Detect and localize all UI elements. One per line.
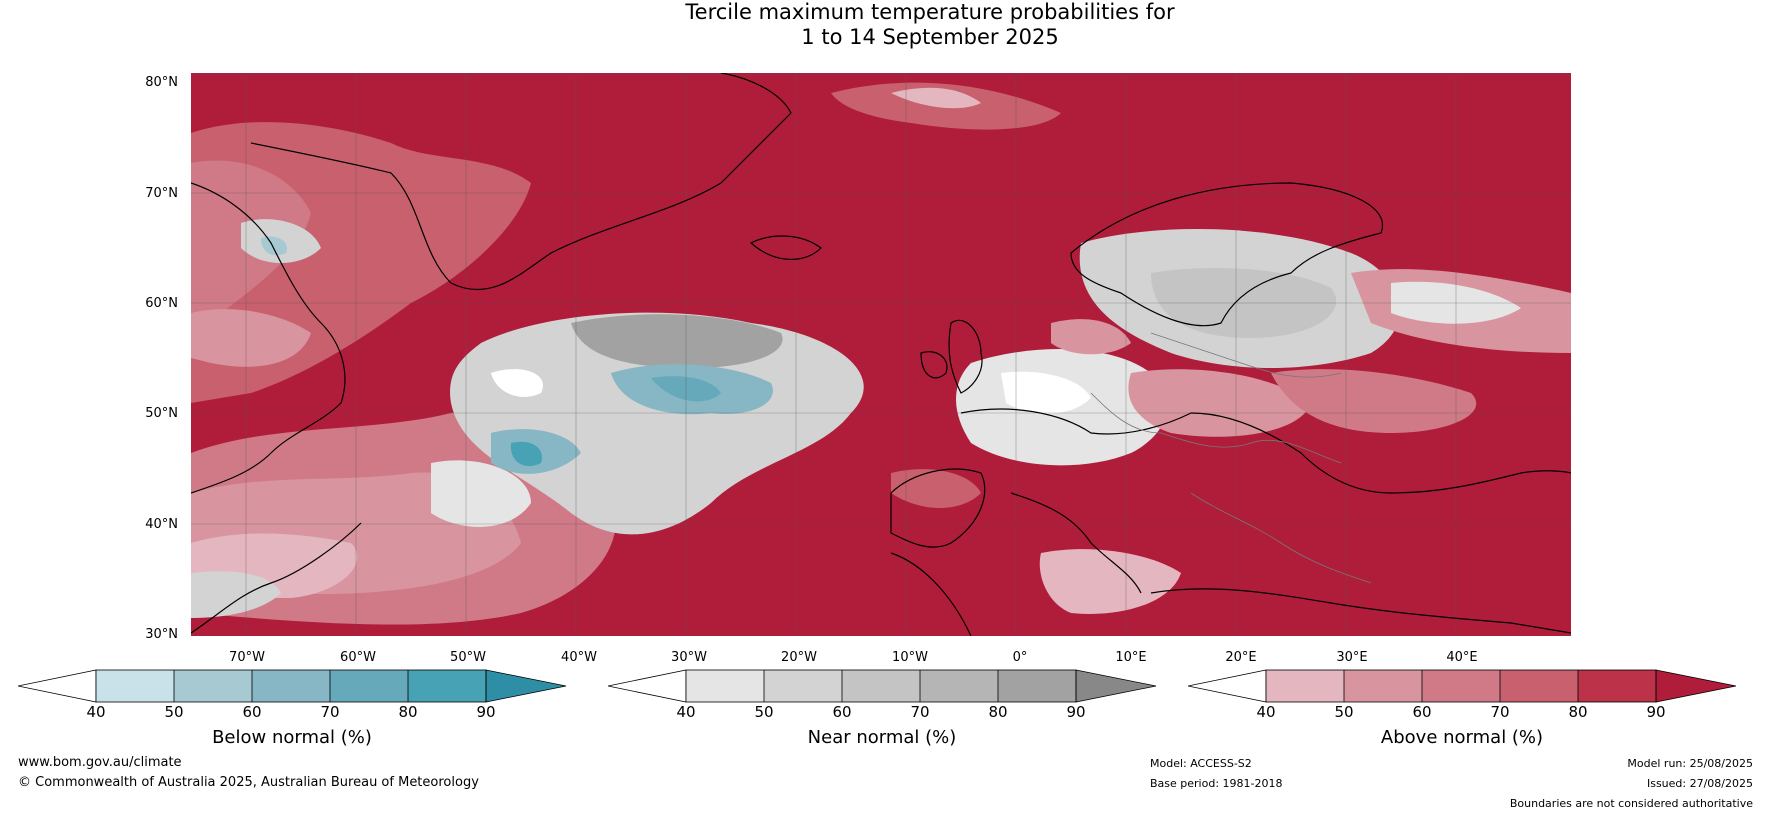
above-tick-40: 40 [1256,703,1276,721]
model-run: Model run: 25/08/2025 [1627,757,1753,770]
near-normal-label: Near normal (%) [807,727,957,748]
near-tick-50: 50 [754,703,774,721]
lon-label-60w: 60°W [340,650,376,665]
map-svg [191,73,1571,636]
lat-label-70: 70°N [145,186,178,201]
colorbar-above-normal [1188,669,1737,703]
boundaries-disclaimer: Boundaries are not considered authoritat… [1509,797,1753,810]
colorbar-below-normal [18,669,567,703]
lon-label-30e: 30°E [1336,650,1368,665]
bom-url: www.bom.gov.au/climate [18,755,182,770]
issued-date: Issued: 27/08/2025 [1646,777,1753,790]
lon-label-0: 0° [1012,650,1028,665]
lon-label-30w: 30°W [671,650,707,665]
lon-label-10w: 10°W [892,650,928,665]
base-period: Base period: 1981-2018 [1150,777,1283,790]
below-tick-70: 70 [320,703,340,721]
map-title: Tercile maximum temperature probabilitie… [0,0,1770,50]
copyright: © Commonwealth of Australia 2025, Austra… [18,775,479,790]
below-tick-90: 90 [476,703,496,721]
lon-label-50w: 50°W [450,650,486,665]
lat-label-60: 60°N [145,296,178,311]
near-tick-40: 40 [676,703,696,721]
lat-label-30: 30°N [145,627,178,642]
lon-label-70w: 70°W [229,650,265,665]
model-name: Model: ACCESS-S2 [1150,757,1252,770]
lat-label-50: 50°N [145,406,178,421]
lon-label-40e: 40°E [1446,650,1478,665]
near-tick-80: 80 [988,703,1008,721]
below-tick-80: 80 [398,703,418,721]
below-tick-60: 60 [242,703,262,721]
title-line-1: Tercile maximum temperature probabilitie… [685,0,1175,24]
above-tick-60: 60 [1412,703,1432,721]
lon-label-40w: 40°W [561,650,597,665]
above-tick-90: 90 [1646,703,1666,721]
colorbar-near-normal [608,669,1157,703]
below-tick-40: 40 [86,703,106,721]
lon-label-10e: 10°E [1115,650,1147,665]
above-normal-label: Above normal (%) [1380,727,1544,748]
lat-label-80: 80°N [145,75,178,90]
near-tick-60: 60 [832,703,852,721]
above-tick-80: 80 [1568,703,1588,721]
above-tick-70: 70 [1490,703,1510,721]
near-tick-90: 90 [1066,703,1086,721]
below-tick-50: 50 [164,703,184,721]
title-line-2: 1 to 14 September 2025 [801,25,1059,49]
lon-label-20w: 20°W [781,650,817,665]
lat-label-40: 40°N [145,517,178,532]
above-tick-50: 50 [1334,703,1354,721]
lon-label-20e: 20°E [1225,650,1257,665]
below-normal-label: Below normal (%) [212,727,372,748]
near-tick-70: 70 [910,703,930,721]
probability-map [191,73,1571,636]
